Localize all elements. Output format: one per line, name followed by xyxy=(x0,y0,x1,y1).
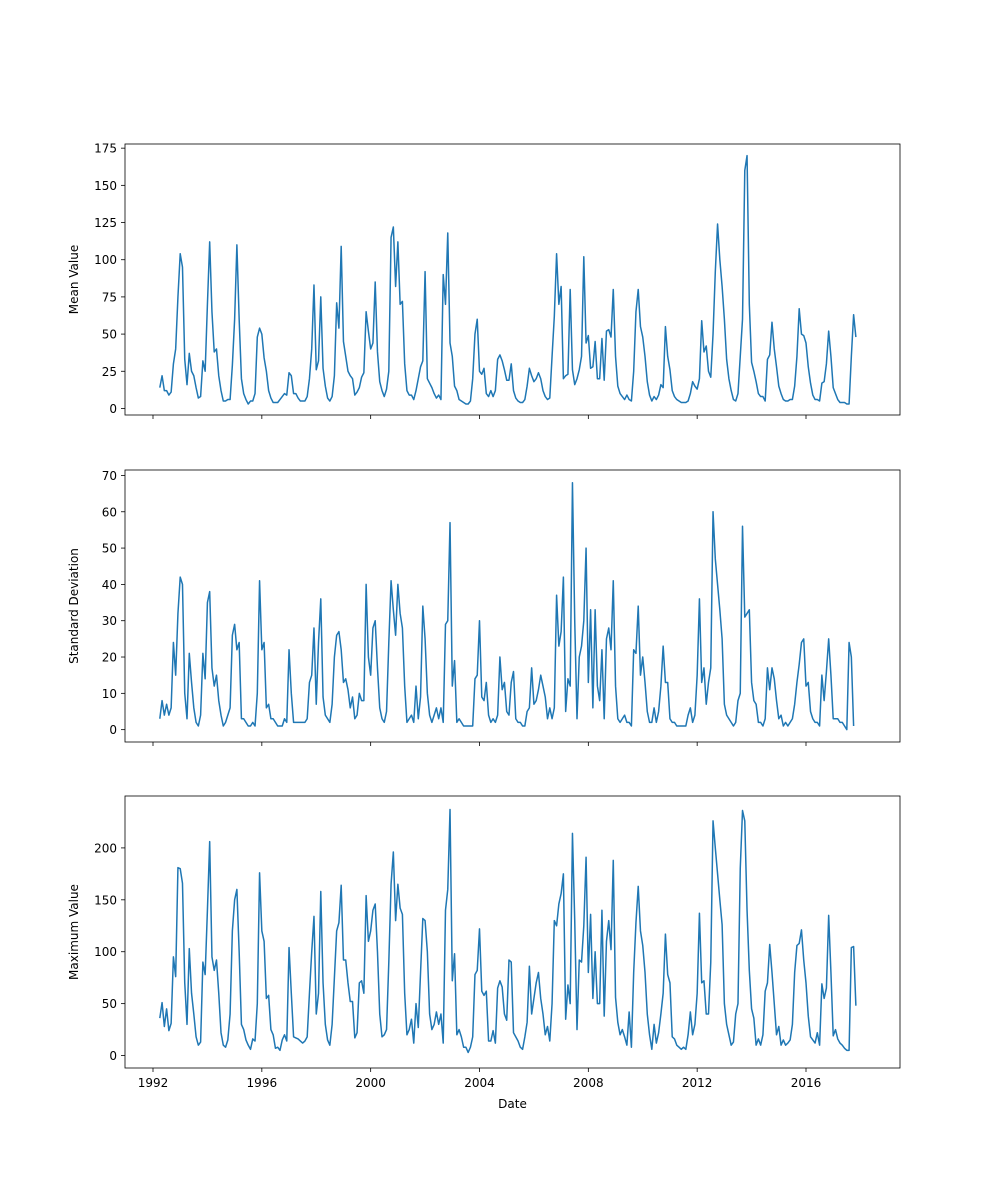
subplot-std: 0 10 20 30 40 50 60 70 Standard Deviation xyxy=(67,469,900,746)
max-ytick-label: 150 xyxy=(94,893,117,907)
xtick-label: 1996 xyxy=(247,1076,278,1090)
mean-ytick-label: 150 xyxy=(94,179,117,193)
mean-ylabel: Mean Value xyxy=(67,245,81,314)
max-ytick-label: 100 xyxy=(94,945,117,959)
mean-ytick-label: 175 xyxy=(94,142,117,156)
mean-series-line xyxy=(160,156,856,404)
max-ytick-label: 0 xyxy=(109,1049,117,1063)
xtick-label: 2000 xyxy=(355,1076,386,1090)
mean-ytick-label: 50 xyxy=(102,328,117,342)
mean-ytick-label: 125 xyxy=(94,216,117,230)
std-plot-area: 0 10 20 30 40 50 60 70 xyxy=(102,469,900,746)
mean-plot-area: 0 25 50 75 100 125 150 175 xyxy=(94,142,900,419)
std-ytick-label: 70 xyxy=(102,469,117,483)
std-ylabel: Standard Deviation xyxy=(67,548,81,664)
xtick-label: 1992 xyxy=(138,1076,169,1090)
max-ytick-label: 200 xyxy=(94,841,117,855)
std-ytick-label: 0 xyxy=(109,723,117,737)
std-ytick-label: 10 xyxy=(102,687,117,701)
max-axes-frame xyxy=(125,796,900,1068)
mean-ytick-label: 75 xyxy=(102,290,117,304)
max-series-line xyxy=(160,810,856,1053)
std-series-line xyxy=(160,483,854,730)
max-plot-area: 0 50 100 150 200 1992 1996 2000 2004 2008 2012 2016 xyxy=(94,796,900,1090)
subplot-max: 0 50 100 150 200 1992 1996 2000 2004 2008 2012 2016… xyxy=(67,796,900,1111)
xtick-label: 2008 xyxy=(573,1076,604,1090)
xtick-label: 2016 xyxy=(791,1076,822,1090)
xtick-label: 2012 xyxy=(682,1076,713,1090)
std-ytick-label: 50 xyxy=(102,542,117,556)
mean-ytick-label: 100 xyxy=(94,253,117,267)
std-ytick-label: 20 xyxy=(102,651,117,665)
mean-ytick-label: 25 xyxy=(102,365,117,379)
max-ylabel: Maximum Value xyxy=(67,884,81,980)
std-ytick-label: 30 xyxy=(102,614,117,628)
date-xlabel: Date xyxy=(498,1097,527,1111)
mean-ytick-label: 0 xyxy=(109,402,117,416)
subplot-mean: 0 25 50 75 100 125 150 175 Mean Value xyxy=(67,142,900,419)
xtick-label: 2004 xyxy=(464,1076,495,1090)
std-ytick-label: 40 xyxy=(102,578,117,592)
std-ytick-label: 60 xyxy=(102,505,117,519)
max-ytick-label: 50 xyxy=(102,997,117,1011)
